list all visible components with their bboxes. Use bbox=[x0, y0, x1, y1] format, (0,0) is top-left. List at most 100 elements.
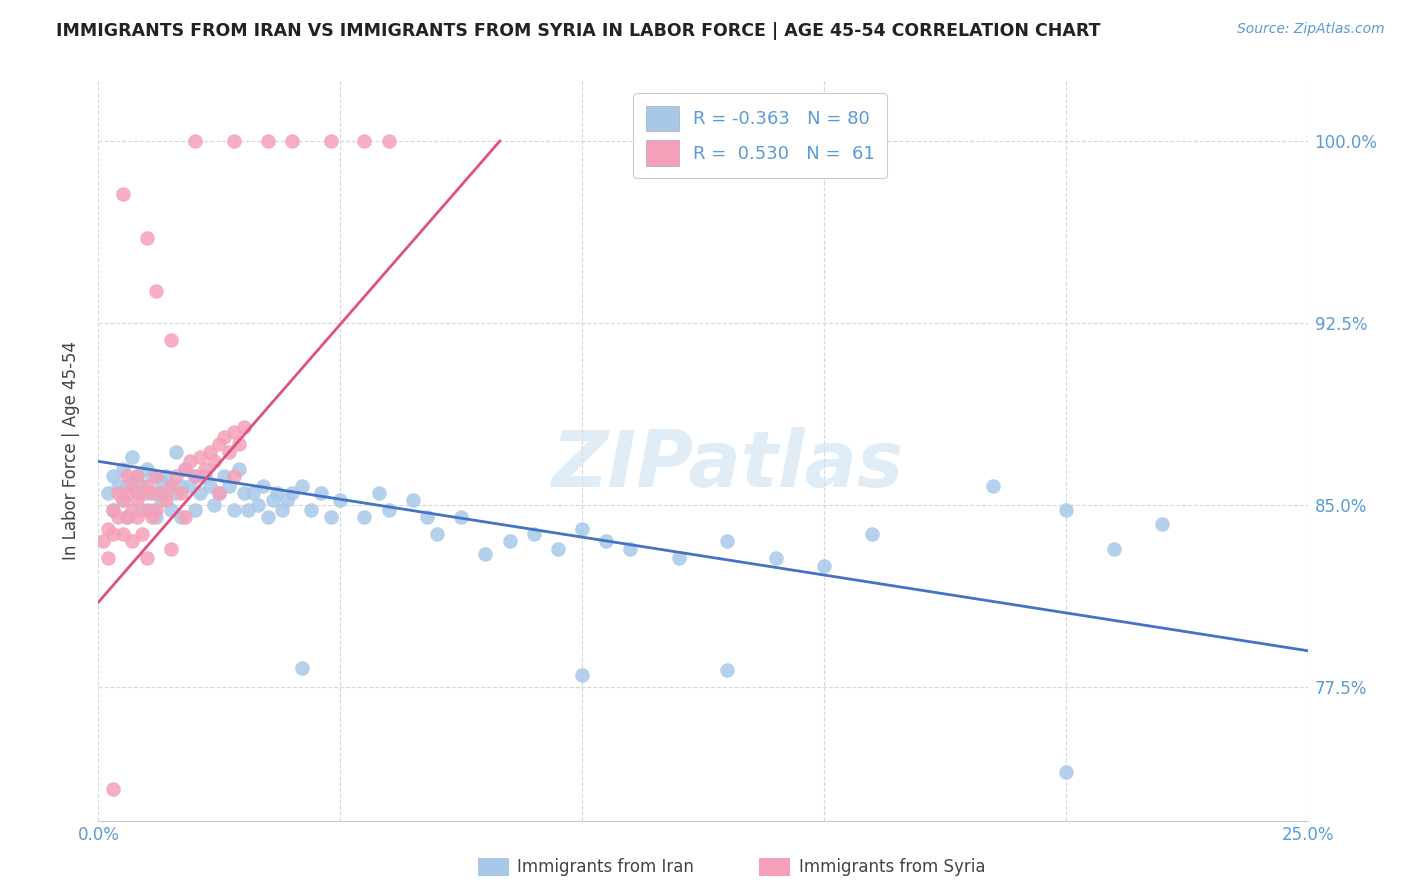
Point bbox=[145, 510, 167, 524]
Point bbox=[141, 469, 163, 483]
Point bbox=[135, 461, 157, 475]
Point bbox=[141, 510, 163, 524]
Point bbox=[160, 478, 183, 492]
Point bbox=[117, 478, 139, 492]
Point bbox=[121, 450, 143, 464]
Point bbox=[141, 486, 163, 500]
Point bbox=[121, 474, 143, 488]
Point bbox=[107, 486, 129, 500]
Point bbox=[228, 461, 250, 475]
Point bbox=[101, 782, 124, 797]
Point bbox=[131, 527, 153, 541]
Point bbox=[218, 444, 240, 458]
Point bbox=[141, 503, 163, 517]
Point bbox=[150, 474, 173, 488]
Point bbox=[222, 134, 245, 148]
Point bbox=[135, 551, 157, 566]
Point bbox=[299, 503, 322, 517]
Point bbox=[353, 134, 375, 148]
Point bbox=[290, 478, 312, 492]
Point bbox=[145, 469, 167, 483]
Point bbox=[135, 478, 157, 492]
Point bbox=[169, 510, 191, 524]
Point bbox=[1102, 541, 1125, 556]
Point bbox=[184, 469, 207, 483]
Point bbox=[716, 663, 738, 677]
Point bbox=[353, 510, 375, 524]
Point bbox=[184, 503, 207, 517]
Point bbox=[416, 510, 439, 524]
Point bbox=[1054, 503, 1077, 517]
Point bbox=[547, 541, 569, 556]
Point bbox=[571, 668, 593, 682]
Point bbox=[184, 134, 207, 148]
Y-axis label: In Labor Force | Age 45-54: In Labor Force | Age 45-54 bbox=[62, 341, 80, 560]
Point bbox=[208, 437, 231, 451]
Point bbox=[256, 510, 278, 524]
Point bbox=[127, 469, 149, 483]
Point bbox=[160, 541, 183, 556]
Point bbox=[101, 527, 124, 541]
Point bbox=[247, 498, 270, 512]
Point bbox=[174, 461, 197, 475]
Point bbox=[127, 469, 149, 483]
Point bbox=[160, 333, 183, 347]
Point bbox=[619, 541, 641, 556]
Point bbox=[179, 478, 201, 492]
Point bbox=[208, 486, 231, 500]
Point bbox=[117, 510, 139, 524]
Point bbox=[309, 486, 332, 500]
Point bbox=[107, 478, 129, 492]
Point bbox=[222, 469, 245, 483]
Point bbox=[222, 503, 245, 517]
Text: ZIPatlas: ZIPatlas bbox=[551, 427, 903, 503]
Point bbox=[127, 510, 149, 524]
Point bbox=[198, 478, 221, 492]
Point bbox=[127, 486, 149, 500]
Point bbox=[474, 547, 496, 561]
Point bbox=[169, 486, 191, 500]
Text: Source: ZipAtlas.com: Source: ZipAtlas.com bbox=[1237, 22, 1385, 37]
Point bbox=[111, 527, 134, 541]
Point bbox=[498, 534, 520, 549]
Point bbox=[111, 493, 134, 508]
Point bbox=[127, 493, 149, 508]
Point bbox=[111, 187, 134, 202]
Point bbox=[188, 450, 211, 464]
Point bbox=[91, 534, 114, 549]
Text: Immigrants from Iran: Immigrants from Iran bbox=[517, 858, 695, 876]
Point bbox=[228, 437, 250, 451]
Point bbox=[266, 486, 288, 500]
Point bbox=[319, 510, 342, 524]
Point bbox=[145, 503, 167, 517]
Point bbox=[165, 486, 187, 500]
Point bbox=[377, 503, 399, 517]
Point bbox=[135, 503, 157, 517]
Point bbox=[188, 486, 211, 500]
Text: Immigrants from Syria: Immigrants from Syria bbox=[799, 858, 986, 876]
Point bbox=[262, 493, 284, 508]
Point bbox=[204, 454, 226, 468]
Point bbox=[668, 551, 690, 566]
Point bbox=[319, 134, 342, 148]
Point bbox=[1054, 765, 1077, 780]
Point bbox=[276, 493, 298, 508]
Point bbox=[813, 558, 835, 573]
Point bbox=[101, 469, 124, 483]
Point bbox=[174, 461, 197, 475]
Point bbox=[121, 478, 143, 492]
Point bbox=[131, 486, 153, 500]
Point bbox=[402, 493, 425, 508]
Point bbox=[160, 478, 183, 492]
Point bbox=[145, 486, 167, 500]
Legend: R = -0.363   N = 80, R =  0.530   N =  61: R = -0.363 N = 80, R = 0.530 N = 61 bbox=[634, 93, 887, 178]
Point bbox=[212, 469, 235, 483]
Point bbox=[165, 469, 187, 483]
Point bbox=[571, 522, 593, 536]
Point bbox=[155, 493, 177, 508]
Point bbox=[131, 478, 153, 492]
Point bbox=[135, 231, 157, 245]
Point bbox=[174, 510, 197, 524]
Point bbox=[290, 661, 312, 675]
Point bbox=[218, 478, 240, 492]
